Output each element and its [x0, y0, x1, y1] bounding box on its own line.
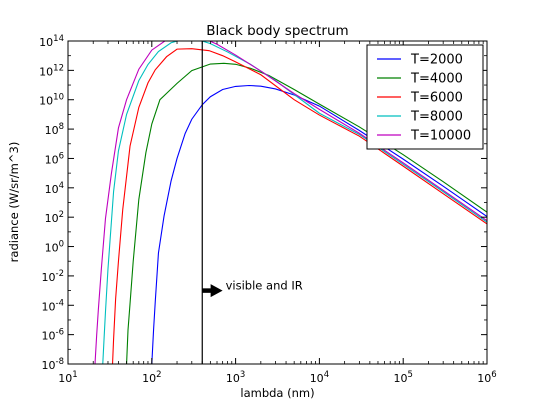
y-tick-label: 104 [45, 181, 64, 196]
y-axis-label: radiance (W/sr/m^3) [7, 142, 21, 263]
y-tick-label: 10-8 [42, 357, 64, 372]
y-tick-label: 10-2 [42, 269, 64, 284]
annotation-arrow [202, 284, 223, 298]
series-line-t-6000 [111, 48, 487, 364]
series-line-t-2000 [151, 84, 487, 364]
x-tick-label: 102 [142, 370, 161, 385]
y-tick-label: 10-6 [42, 328, 64, 343]
legend-label: T=2000 [410, 53, 463, 68]
arrow-head [210, 284, 223, 298]
x-tick-label: 104 [310, 370, 329, 385]
legend-label: T=6000 [410, 91, 463, 106]
x-tick-label: 106 [477, 370, 496, 385]
legend: T=2000 T=4000 T=6000 T=8000 T=10000 [366, 44, 484, 150]
series-line-t-4000 [126, 62, 487, 364]
y-tick-label: 106 [45, 151, 64, 166]
legend-label: T=8000 [410, 110, 463, 125]
y-tick-label: 1012 [39, 63, 64, 78]
y-tick-label: 1010 [39, 93, 64, 108]
series-line-t-10000 [94, 41, 487, 364]
series-lines [94, 41, 487, 364]
y-axis-ticks: 10-8 10-6 10-4 10-2 100 102 104 106 108 1010 1012 1… [39, 34, 487, 372]
annotation-visible-and-ir: visible and IR [226, 279, 303, 293]
y-tick-label: 100 [45, 240, 64, 255]
y-tick-label: 108 [45, 122, 64, 137]
x-axis-ticks: 101 102 103 104 105 106 [58, 41, 497, 385]
legend-label: T=4000 [410, 72, 463, 87]
y-tick-label: 1014 [39, 34, 64, 49]
y-tick-label: 10-4 [42, 298, 64, 313]
x-axis-label: lambda (nm) [240, 386, 314, 400]
y-tick-label: 102 [45, 210, 64, 225]
series-line-t-8000 [102, 41, 487, 364]
legend-label: T=10000 [410, 129, 471, 144]
x-tick-label: 101 [58, 370, 77, 385]
x-tick-label: 103 [226, 370, 245, 385]
chart-title: Black body spectrum [206, 23, 348, 39]
x-tick-label: 105 [393, 370, 412, 385]
